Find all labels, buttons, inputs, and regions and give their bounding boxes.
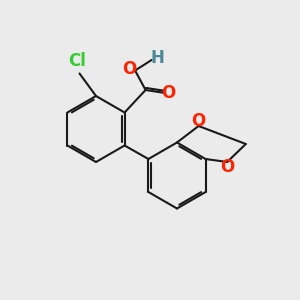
Text: O: O (220, 158, 234, 176)
Text: O: O (191, 112, 206, 130)
Text: Cl: Cl (68, 52, 86, 70)
Text: O: O (123, 60, 137, 78)
Text: H: H (150, 50, 164, 68)
Text: O: O (162, 84, 176, 102)
